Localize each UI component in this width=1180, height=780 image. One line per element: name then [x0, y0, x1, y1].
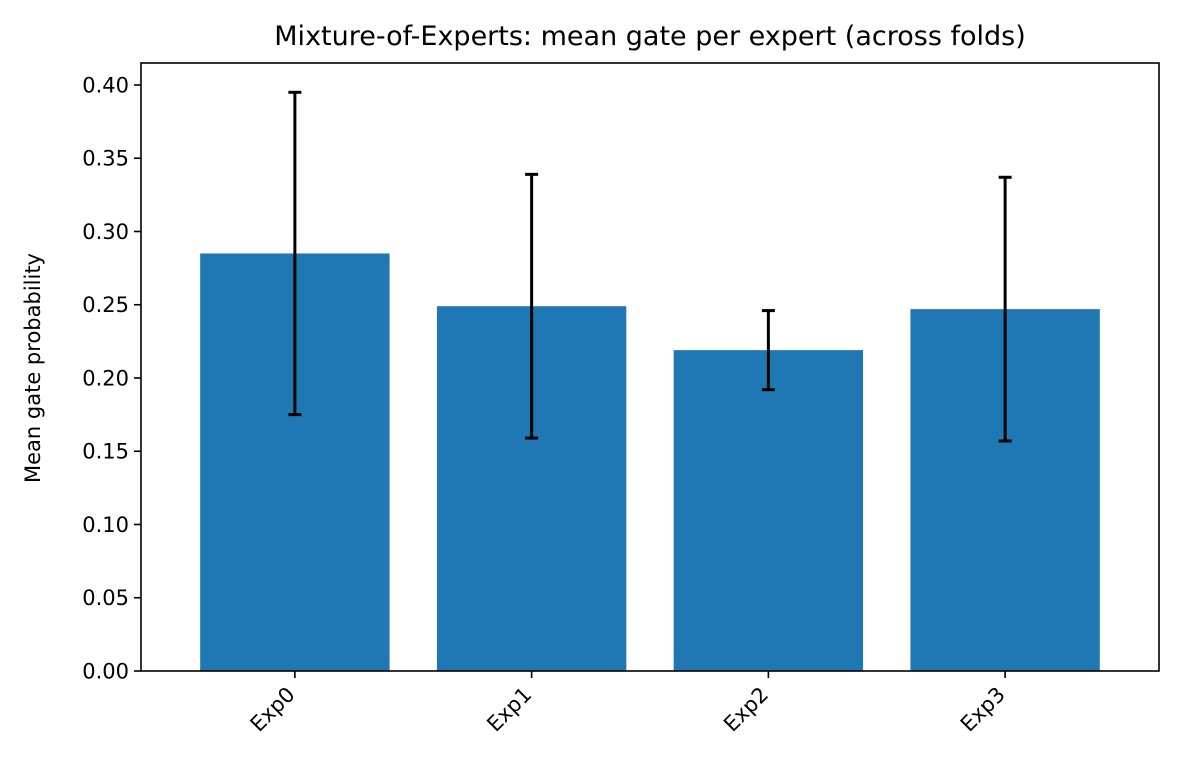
- y-tick-label: 0.25: [82, 293, 129, 317]
- y-tick-label: 0.10: [82, 513, 129, 537]
- y-tick-label: 0.20: [82, 366, 129, 390]
- y-tick-label: 0.40: [82, 73, 129, 97]
- chart-title: Mixture-of-Experts: mean gate per expert…: [274, 21, 1025, 52]
- bar-exp2: [673, 350, 864, 671]
- y-tick-label: 0.05: [82, 586, 129, 610]
- bars-group: [200, 253, 1100, 671]
- y-tick-label: 0.35: [82, 147, 129, 171]
- y-axis-ticks: 0.00 0.05 0.10 0.15 0.20 0.25 0.30 0.35 0.40: [82, 73, 141, 684]
- y-tick-label: 0.30: [82, 220, 129, 244]
- y-tick-label: 0.00: [82, 660, 129, 684]
- plot-frame: [140, 62, 1160, 672]
- y-axis-label: Mean gate probability: [21, 253, 45, 483]
- y-tick-label: 0.15: [82, 440, 129, 464]
- errorbars-group: [288, 90, 1012, 443]
